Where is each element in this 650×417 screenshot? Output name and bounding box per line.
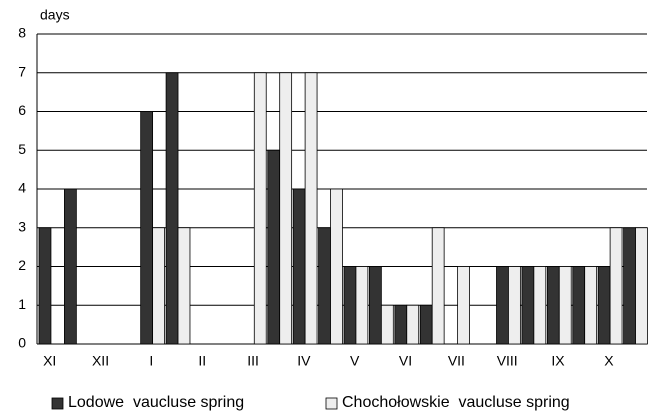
bar [267, 149, 281, 345]
y-tick-label: 1 [18, 296, 26, 312]
bar [380, 304, 394, 345]
bar [406, 304, 420, 345]
x-tick-label: VI [399, 353, 412, 369]
x-tick-label: IX [551, 353, 565, 369]
x-tick-label: I [149, 353, 153, 369]
bar [584, 266, 598, 345]
y-tick-label: 2 [18, 257, 26, 273]
bar [279, 72, 293, 345]
bar [623, 227, 636, 345]
bar [558, 266, 572, 345]
x-tick-label: IV [297, 353, 311, 369]
bar [572, 266, 586, 345]
bar [177, 227, 191, 345]
bar [431, 227, 445, 345]
y-axis-label: days [40, 7, 70, 23]
bar [165, 72, 179, 345]
bar [343, 266, 357, 345]
x-tick-label: VIII [497, 353, 518, 369]
bar [457, 266, 470, 345]
y-tick-label: 3 [18, 218, 26, 234]
bar [64, 188, 77, 345]
x-tick-label: X [604, 353, 614, 369]
bar [355, 266, 369, 345]
x-tick-label: XI [43, 353, 56, 369]
legend-swatch [51, 397, 64, 410]
bar [304, 72, 318, 345]
legend-label: Lodowe vaucluse spring [68, 394, 244, 411]
bar [508, 266, 521, 345]
bar [253, 72, 267, 345]
bar [533, 266, 547, 345]
bar [140, 111, 154, 345]
bar [330, 188, 343, 345]
bar [292, 188, 306, 345]
y-tick-label: 4 [18, 180, 26, 196]
y-tick-label: 6 [18, 102, 26, 118]
y-tick-label: 5 [18, 141, 26, 157]
legend-label: Chochołowskie vaucluse spring [342, 394, 570, 411]
bar [496, 266, 509, 345]
bar [635, 227, 648, 345]
y-tick-label: 8 [18, 25, 26, 41]
bar [419, 304, 433, 345]
bar [152, 227, 165, 345]
bar [609, 227, 623, 345]
x-tick-label: XII [92, 353, 109, 369]
x-tick-label: VII [448, 353, 465, 369]
legend-swatch [325, 397, 338, 410]
bar [38, 227, 52, 345]
y-tick-label: 0 [18, 335, 26, 351]
x-tick-label: III [247, 353, 259, 369]
bar [521, 266, 535, 345]
bar [394, 304, 408, 345]
bar [546, 266, 560, 345]
bar [369, 266, 382, 345]
bar [318, 227, 331, 345]
bar [597, 266, 611, 345]
y-tick-label: 7 [18, 63, 26, 79]
x-tick-label: V [350, 353, 360, 369]
x-tick-label: II [198, 353, 206, 369]
